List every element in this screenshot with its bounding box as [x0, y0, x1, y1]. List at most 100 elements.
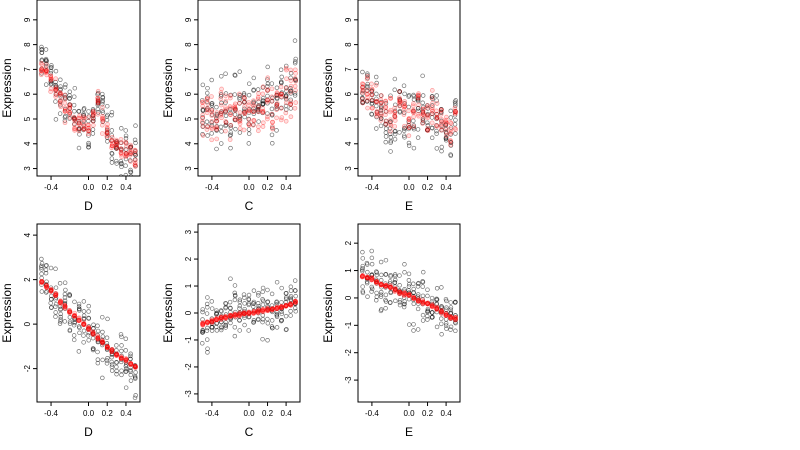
fitted-point [383, 112, 388, 118]
fitted-point [123, 139, 129, 145]
observed-point [204, 107, 210, 113]
observed-point [411, 118, 416, 124]
observed-point [133, 123, 138, 128]
observed-point [227, 305, 233, 311]
fitted-point [438, 107, 444, 113]
observed-point [246, 81, 252, 86]
observed-point [104, 346, 110, 352]
observed-point [379, 105, 384, 111]
observed-point [448, 115, 454, 120]
fitted-point [86, 326, 92, 331]
fitted-point [109, 347, 115, 353]
observed-point [387, 131, 393, 137]
observed-point [378, 108, 384, 113]
fitted-point [66, 308, 72, 313]
fitted-point [53, 291, 59, 297]
observed-point [214, 128, 219, 133]
observed-point [388, 93, 393, 98]
observed-point [114, 139, 119, 144]
observed-point [86, 326, 91, 332]
observed-point [114, 351, 119, 357]
fitted-point [53, 292, 59, 298]
fitted-point [53, 85, 59, 90]
fitted-point [369, 92, 375, 97]
observed-point [439, 332, 444, 337]
observed-point [279, 285, 284, 291]
observed-point [439, 110, 444, 116]
fitted-point [123, 140, 129, 146]
fitted-point [373, 279, 379, 285]
x-axis-label: D [84, 425, 93, 439]
observed-point [255, 106, 261, 112]
observed-point [448, 300, 453, 305]
y-tick-label: -2 [184, 363, 193, 371]
fitted-point [76, 128, 82, 134]
observed-point [416, 301, 421, 306]
fitted-point [233, 314, 238, 320]
observed-point [392, 76, 398, 82]
fitted-point [383, 283, 389, 289]
fitted-point [77, 115, 82, 121]
fitted-point [378, 282, 384, 288]
observed-point [133, 393, 138, 398]
fitted-point [429, 95, 435, 101]
fitted-point [388, 121, 393, 127]
observed-point [255, 87, 261, 92]
fitted-point [72, 116, 77, 122]
observed-point [425, 317, 430, 322]
fitted-point [62, 305, 68, 310]
fitted-point [401, 112, 407, 117]
fitted-point [251, 310, 256, 316]
observed-point [246, 301, 252, 306]
fitted-point [95, 336, 101, 342]
fitted-point [62, 100, 68, 106]
observed-point [76, 120, 82, 126]
observed-point [360, 84, 365, 90]
observed-point [365, 73, 370, 78]
observed-point [256, 306, 261, 311]
observed-point [246, 314, 252, 320]
fitted-point [293, 70, 298, 76]
fitted-point [397, 99, 402, 105]
observed-point [43, 270, 49, 276]
fitted-point [62, 108, 68, 113]
observed-point [71, 102, 77, 108]
fitted-point [434, 112, 440, 117]
fitted-point [209, 318, 215, 324]
observed-point [48, 68, 54, 74]
fitted-point [214, 317, 219, 322]
observed-point [378, 294, 384, 299]
observed-point [242, 114, 247, 120]
observed-point [114, 348, 119, 353]
fitted-point [360, 273, 365, 278]
observed-point [53, 91, 59, 97]
observed-point [397, 130, 402, 135]
observed-point [104, 358, 110, 363]
observed-point [360, 96, 365, 101]
fitted-point [364, 275, 370, 281]
observed-point [43, 263, 49, 268]
observed-point [269, 98, 275, 104]
fitted-point [53, 87, 59, 93]
x-tick-label: 0.0 [83, 409, 95, 418]
fitted-point [81, 123, 87, 129]
observed-point [420, 293, 426, 299]
fitted-point [383, 284, 388, 289]
observed-point [416, 108, 421, 114]
observed-point [214, 116, 219, 121]
fitted-point [388, 284, 394, 290]
fitted-point [274, 306, 279, 312]
observed-point [411, 328, 416, 333]
fitted-point [251, 102, 256, 108]
observed-point [109, 138, 115, 143]
observed-point [104, 335, 110, 341]
fitted-point [420, 299, 426, 305]
fitted-point [402, 123, 407, 129]
observed-point [279, 300, 284, 305]
fitted-point [383, 283, 389, 288]
observed-point [369, 92, 375, 98]
fitted-point [401, 101, 407, 106]
observed-point [425, 123, 431, 128]
fitted-point [396, 289, 402, 295]
observed-point [378, 308, 384, 314]
